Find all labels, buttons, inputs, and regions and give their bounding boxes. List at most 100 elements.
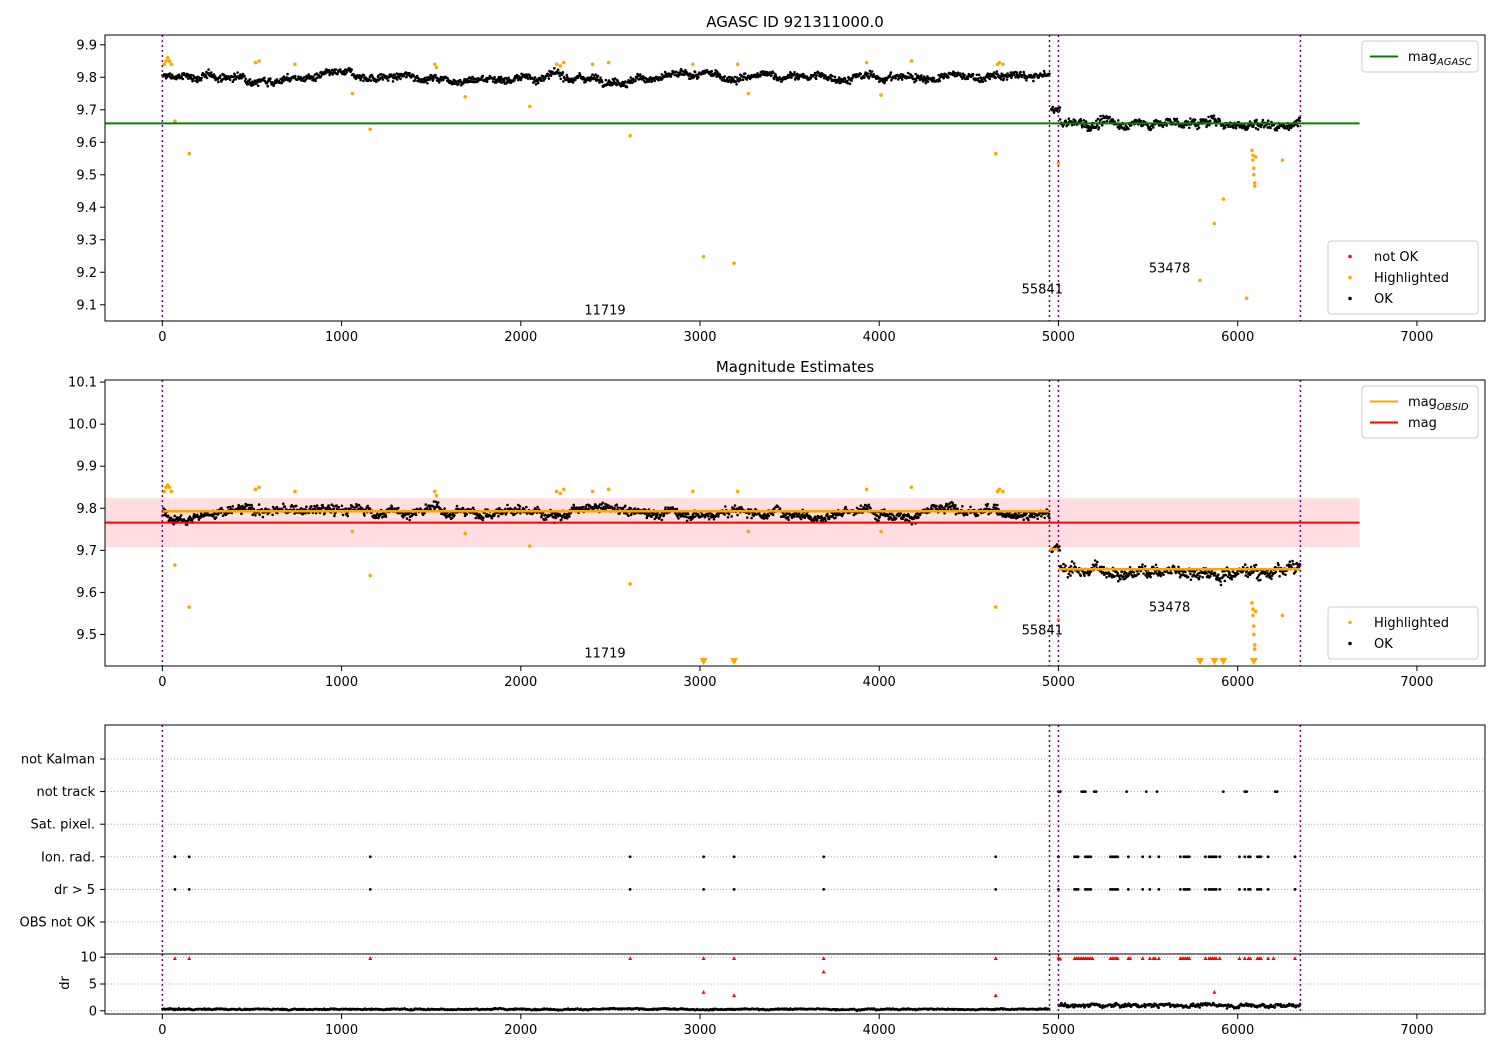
ok-point bbox=[685, 519, 689, 523]
ok-point bbox=[1042, 69, 1046, 73]
ok-point bbox=[543, 77, 547, 80]
highlighted-point bbox=[1252, 624, 1256, 628]
ok-point bbox=[322, 506, 325, 510]
ok-point bbox=[425, 76, 429, 79]
ok-point bbox=[1207, 123, 1211, 127]
highlighted-point bbox=[1056, 617, 1061, 622]
highlighted-point bbox=[1251, 613, 1255, 618]
ok-point bbox=[604, 507, 608, 510]
ok-point bbox=[1146, 576, 1149, 579]
ok-point bbox=[822, 76, 826, 80]
ok-point bbox=[213, 75, 217, 78]
ok-point bbox=[778, 507, 782, 510]
ok-point bbox=[924, 81, 928, 85]
ok-point bbox=[1224, 573, 1228, 577]
obsid-annotation: 53478 bbox=[1149, 600, 1190, 615]
ok-point bbox=[332, 507, 336, 511]
ok-point bbox=[518, 507, 521, 511]
ok-point bbox=[334, 68, 338, 71]
ok-point bbox=[710, 69, 714, 73]
ok-point bbox=[867, 503, 871, 507]
ok-point bbox=[792, 73, 796, 76]
ok-point bbox=[357, 503, 361, 507]
ok-point bbox=[1110, 575, 1114, 579]
ok-point bbox=[892, 515, 896, 518]
highlighted-point bbox=[1251, 607, 1255, 612]
ok-point bbox=[693, 70, 697, 74]
y-tick-label: 9.9 bbox=[76, 38, 97, 53]
ok-point bbox=[1230, 577, 1234, 581]
x-tick-label: 7000 bbox=[1400, 330, 1433, 345]
flag-point bbox=[628, 855, 632, 859]
ok-point bbox=[604, 78, 608, 82]
ok-point bbox=[513, 512, 516, 516]
ok-point bbox=[938, 79, 942, 83]
highlighted-point bbox=[434, 65, 439, 70]
y-tick-label: 9.2 bbox=[76, 266, 97, 281]
ok-point bbox=[232, 78, 236, 82]
ok-point bbox=[886, 514, 890, 518]
highlighted-point bbox=[590, 62, 595, 67]
ok-point bbox=[1142, 119, 1145, 123]
ok-point bbox=[1129, 124, 1133, 127]
ok-point bbox=[496, 80, 499, 83]
ok-point bbox=[1248, 120, 1252, 123]
ok-point bbox=[498, 507, 501, 510]
ok-point bbox=[366, 504, 370, 508]
ok-point bbox=[498, 78, 502, 82]
ok-point bbox=[1246, 126, 1250, 130]
ok-point bbox=[381, 75, 384, 79]
ok-point bbox=[999, 77, 1003, 81]
ok-point bbox=[254, 514, 257, 517]
ok-point bbox=[988, 77, 992, 81]
ok-point bbox=[722, 77, 725, 80]
ok-point bbox=[465, 512, 469, 516]
ok-point bbox=[1226, 575, 1230, 578]
ok-point bbox=[1243, 563, 1247, 566]
x-tick-label: 4000 bbox=[863, 330, 896, 345]
ok-point bbox=[1022, 70, 1025, 74]
ok-point bbox=[493, 513, 496, 516]
highlighted-point bbox=[746, 529, 751, 534]
y-tick-label: 9.4 bbox=[76, 201, 97, 216]
ok-point bbox=[280, 81, 284, 85]
ok-point bbox=[256, 84, 260, 88]
ok-point bbox=[1172, 565, 1176, 569]
ok-point bbox=[547, 77, 551, 80]
ok-point bbox=[335, 504, 338, 507]
ok-point bbox=[628, 81, 632, 85]
ok-point bbox=[358, 74, 362, 77]
ok-point bbox=[401, 516, 405, 519]
ok-point bbox=[463, 514, 467, 518]
ok-point bbox=[255, 82, 258, 85]
ok-point bbox=[1131, 575, 1135, 579]
highlighted-point bbox=[558, 64, 563, 68]
ok-point bbox=[772, 77, 776, 81]
flag-point bbox=[1125, 790, 1128, 793]
ok-point bbox=[754, 75, 758, 79]
ok-point bbox=[1074, 119, 1077, 122]
ok-point bbox=[1178, 575, 1182, 579]
ok-point bbox=[733, 75, 737, 79]
ok-point bbox=[499, 75, 503, 79]
ok-point bbox=[233, 74, 237, 77]
ok-point bbox=[432, 500, 436, 503]
ok-point bbox=[491, 80, 495, 83]
highlighted-point bbox=[368, 573, 373, 578]
ok-point bbox=[977, 77, 980, 80]
ok-point bbox=[894, 76, 897, 80]
ok-point bbox=[478, 513, 481, 516]
ok-point bbox=[1284, 573, 1287, 577]
ok-point bbox=[790, 516, 794, 520]
ok-point bbox=[826, 78, 830, 82]
ok-point bbox=[1081, 124, 1085, 128]
ok-point bbox=[1249, 565, 1253, 569]
ok-point bbox=[199, 78, 203, 82]
ok-point bbox=[931, 508, 934, 511]
ok-point bbox=[1043, 516, 1046, 520]
ok-point bbox=[327, 504, 330, 507]
ok-point bbox=[474, 516, 478, 520]
ok-point bbox=[381, 78, 385, 81]
flag-point bbox=[1293, 888, 1297, 891]
ok-point bbox=[826, 512, 829, 516]
